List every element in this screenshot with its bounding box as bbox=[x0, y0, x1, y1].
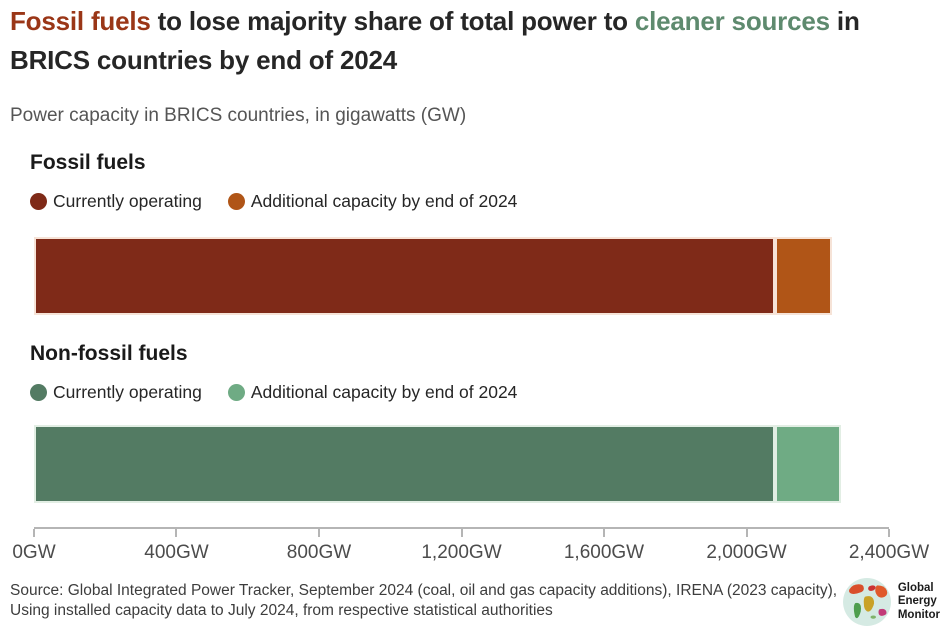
legend-item: Additional capacity by end of 2024 bbox=[227, 382, 518, 403]
x-axis-tick bbox=[745, 529, 748, 537]
bar-segment-nonfossil-additional bbox=[775, 425, 841, 503]
bar-nonfossil bbox=[34, 425, 889, 503]
legend-item: Currently operating bbox=[30, 191, 202, 212]
title-part-cleaner: cleaner sources bbox=[634, 6, 830, 36]
legend-dot-icon bbox=[30, 193, 47, 210]
globe-icon bbox=[842, 578, 891, 626]
bar-fossil bbox=[34, 237, 889, 315]
title-part-fossil: Fossil fuels bbox=[10, 6, 151, 36]
title-part-end: in BRICS countries by end of 2024 bbox=[10, 6, 860, 75]
legend-label: Additional capacity by end of 2024 bbox=[250, 382, 518, 402]
x-axis-tick-label: 2,000GW bbox=[706, 542, 787, 563]
x-axis-tick-label: 1,600GW bbox=[563, 542, 645, 563]
x-axis-tick-label: 2,400GW bbox=[848, 542, 930, 563]
bar-segment-nonfossil-operating bbox=[34, 425, 775, 503]
bar-segment-fossil-operating bbox=[34, 237, 775, 315]
legend-item: Currently operating bbox=[30, 382, 202, 403]
x-axis-tick-label: 800GW bbox=[286, 542, 352, 563]
x-axis-tick bbox=[460, 529, 463, 537]
x-axis-tick bbox=[175, 529, 178, 537]
section-label-fossil: Fossil fuels bbox=[30, 151, 146, 174]
legend-fossil: Currently operating Additional capacity … bbox=[30, 191, 517, 212]
x-axis-tick-label: 0GW bbox=[12, 542, 56, 563]
page-title: Fossil fuels to lose majority share of t… bbox=[10, 2, 926, 80]
logo-wordmark: Global Energy Monitor bbox=[898, 582, 940, 622]
logo-line: Energy bbox=[897, 595, 937, 608]
logo-line: Monitor bbox=[897, 608, 940, 621]
legend-nonfossil: Currently operating Additional capacity … bbox=[30, 382, 517, 403]
bar-segment-fossil-additional bbox=[775, 237, 832, 315]
legend-label: Additional capacity by end of 2024 bbox=[250, 191, 518, 211]
legend-item: Additional capacity by end of 2024 bbox=[227, 191, 518, 212]
title-part-mid: to lose majority share of total power to bbox=[150, 6, 635, 36]
x-axis-tick bbox=[317, 529, 320, 537]
x-axis: 0GW 400GW 800GW 1,200GW 1,600GW 2,000GW 2,400G… bbox=[12, 527, 929, 569]
x-axis-tick bbox=[888, 529, 890, 537]
section-label-nonfossil: Non-fossil fuels bbox=[30, 342, 188, 365]
source-note: Source: Global Integrated Power Tracker,… bbox=[10, 582, 838, 619]
legend-dot-icon bbox=[227, 384, 245, 401]
x-axis-tick bbox=[602, 529, 605, 537]
chart-subtitle: Power capacity in BRICS countries, in gi… bbox=[10, 105, 467, 126]
legend-dot-icon bbox=[227, 193, 245, 210]
x-axis-tick-label: 400GW bbox=[144, 542, 209, 563]
legend-label: Currently operating bbox=[53, 382, 202, 402]
logo-line: Global bbox=[897, 582, 934, 595]
x-axis-tick-label: 1,200GW bbox=[421, 542, 502, 563]
legend-dot-icon bbox=[30, 384, 47, 401]
gem-logo: Global Energy Monitor bbox=[842, 577, 940, 627]
legend-label: Currently operating bbox=[53, 191, 202, 211]
x-axis-tick bbox=[33, 529, 35, 537]
